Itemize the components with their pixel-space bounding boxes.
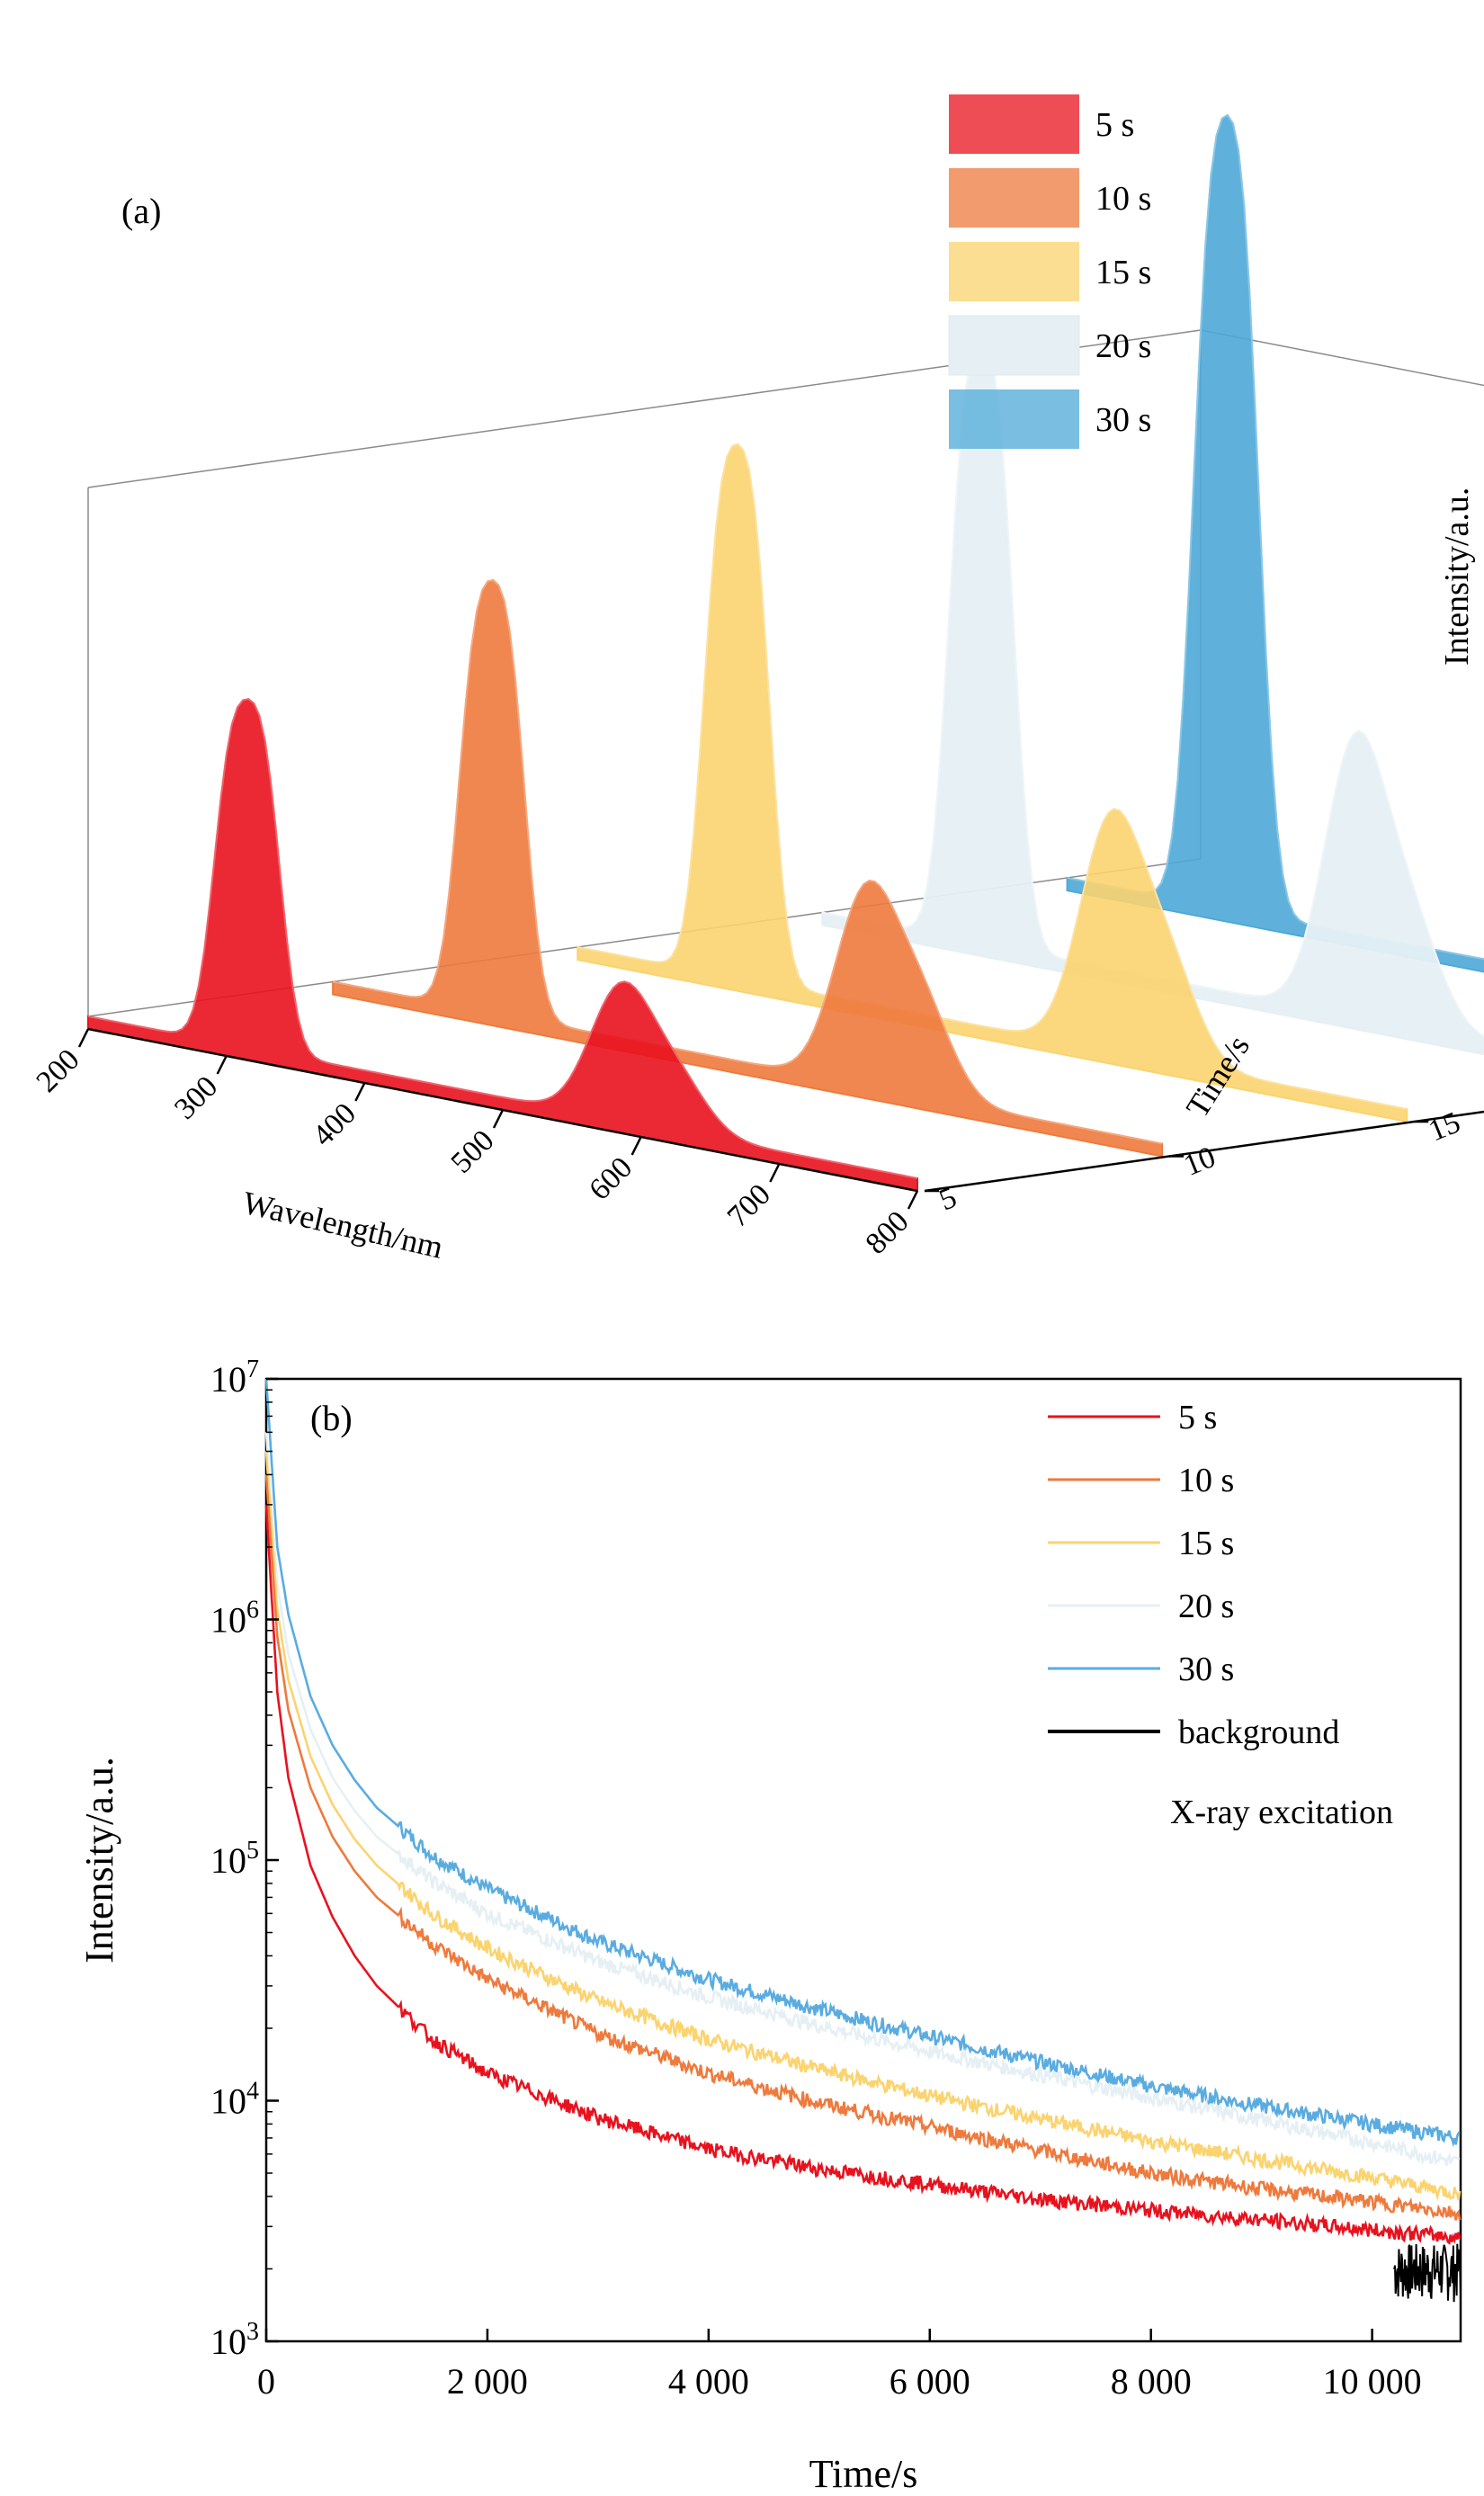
b-legend-label: background	[1178, 1713, 1339, 1751]
b-annotation: X-ray excitation	[1170, 1794, 1393, 1831]
b-x-tick-label: 8 000	[1111, 2361, 1192, 2402]
b-plot-frame	[264, 1377, 1462, 2343]
a-legend: 5 s 10 s 15 s 20 s 30 s	[948, 94, 1151, 449]
b-x-tick-label: 6 000	[890, 2361, 970, 2402]
b-legend-label: 30 s	[1178, 1651, 1234, 1688]
b-y-tick-label: 105	[210, 1837, 259, 1881]
b-series-4-line	[264, 1378, 1461, 2148]
a-legend-label: 10 s	[1095, 180, 1151, 218]
panel-a-3d-spectra: 20030040050060070080051015203001×1062×10…	[30, 94, 1484, 1266]
b-legend: 5 s 10 s 15 s 20 s 30 s background	[1048, 1399, 1339, 1751]
a-x-tick-mark	[769, 1163, 781, 1183]
a-z-axis-label: Intensity/a.u.	[1438, 488, 1476, 666]
a-x-tick-mark	[630, 1136, 642, 1156]
b-series-background-line	[1393, 2243, 1462, 2303]
b-y-tick-label-base: 10	[210, 2081, 246, 2122]
b-series-3-line	[264, 1432, 1461, 2166]
a-series-group	[87, 113, 1484, 1193]
b-x-tick-label: 4 000	[668, 2361, 749, 2402]
b-y-tick-label-exp: 3	[246, 2318, 259, 2346]
b-y-tick-label-exp: 5	[246, 1837, 259, 1865]
a-series-2-edge	[577, 443, 1408, 1110]
a-legend-swatch	[949, 168, 1079, 228]
a-x-axis-label: Wavelength/nm	[239, 1185, 446, 1266]
a-legend-swatch	[949, 94, 1079, 154]
b-y-tick-label-exp: 7	[246, 1355, 259, 1383]
a-legend-label: 15 s	[1095, 254, 1151, 291]
a-x-tick-mark	[907, 1190, 919, 1210]
panel-b-label: (b)	[310, 1398, 353, 1438]
a-series-3-edge	[822, 341, 1484, 1038]
a-legend-label: 5 s	[1095, 106, 1134, 144]
b-legend-label: 15 s	[1178, 1525, 1234, 1562]
b-legend-label: 5 s	[1178, 1399, 1217, 1436]
b-series-2-line	[264, 1451, 1462, 2201]
b-y-tick-label-base: 10	[210, 1359, 246, 1400]
a-series-0-ribbon	[87, 698, 918, 1193]
a-x-tick-mark	[354, 1082, 366, 1102]
a-x-tick-label: 300	[168, 1069, 224, 1125]
a-x-tick-label: 800	[859, 1204, 915, 1260]
b-series-group	[264, 1378, 1462, 2303]
b-x-tick-label: 2 000	[447, 2361, 528, 2402]
a-x-axis-line	[87, 1027, 918, 1193]
b-y-tick-label-exp: 6	[246, 1597, 259, 1624]
panel-a-label: (a)	[121, 191, 161, 231]
b-series-1-line	[264, 1474, 1462, 2221]
a-legend-swatch	[949, 242, 1079, 301]
a-x-tick-mark	[492, 1109, 505, 1129]
a-x-tick-mark	[216, 1055, 228, 1075]
b-x-tick-label: 10 000	[1323, 2361, 1422, 2402]
b-y-axis-label: Intensity/a.u.	[77, 1757, 121, 1964]
b-y-tick-label-exp: 4	[246, 2078, 259, 2106]
a-x-tick-label: 700	[721, 1177, 777, 1233]
a-y-tick-label: 15	[1424, 1105, 1464, 1148]
a-series-3-ribbon	[821, 341, 1484, 1056]
a-x-tick-label: 500	[444, 1123, 500, 1179]
b-y-tick-label: 106	[210, 1597, 259, 1641]
b-legend-label: 10 s	[1178, 1462, 1234, 1499]
a-legend-swatch	[949, 389, 1079, 449]
a-x-tick-label: 200	[30, 1042, 85, 1098]
a-series-1-edge	[332, 578, 1163, 1145]
a-legend-label: 30 s	[1095, 401, 1151, 439]
b-series-0-line	[264, 1504, 1462, 2245]
a-x-tick-mark	[77, 1028, 90, 1048]
a-x-tick-label: 400	[307, 1096, 362, 1152]
b-y-tick-label: 103	[210, 2318, 259, 2362]
a-y-axis-line	[924, 1110, 1484, 1193]
a-legend-label: 20 s	[1095, 327, 1151, 365]
a-legend-swatch	[948, 315, 1080, 376]
b-x-axis-label: Time/s	[809, 2452, 918, 2496]
b-x-tick-label: 0	[257, 2361, 275, 2402]
a-series-4-edge	[1067, 113, 1484, 961]
a-frame-top-back	[1200, 329, 1484, 387]
a-x-tick-label: 600	[583, 1150, 639, 1206]
a-series-0-edge	[87, 698, 918, 1179]
b-y-tick-label-base: 10	[210, 1600, 246, 1641]
a-series-1-ribbon	[332, 578, 1164, 1158]
a-y-tick-label: 10	[1179, 1141, 1220, 1183]
b-y-tick-label-base: 10	[210, 2322, 246, 2362]
b-legend-label: 20 s	[1178, 1588, 1234, 1625]
b-y-tick-label: 107	[210, 1355, 259, 1400]
a-series-2-ribbon	[577, 443, 1408, 1123]
b-y-tick-label: 104	[210, 2078, 259, 2122]
b-y-tick-label-base: 10	[210, 1840, 246, 1881]
